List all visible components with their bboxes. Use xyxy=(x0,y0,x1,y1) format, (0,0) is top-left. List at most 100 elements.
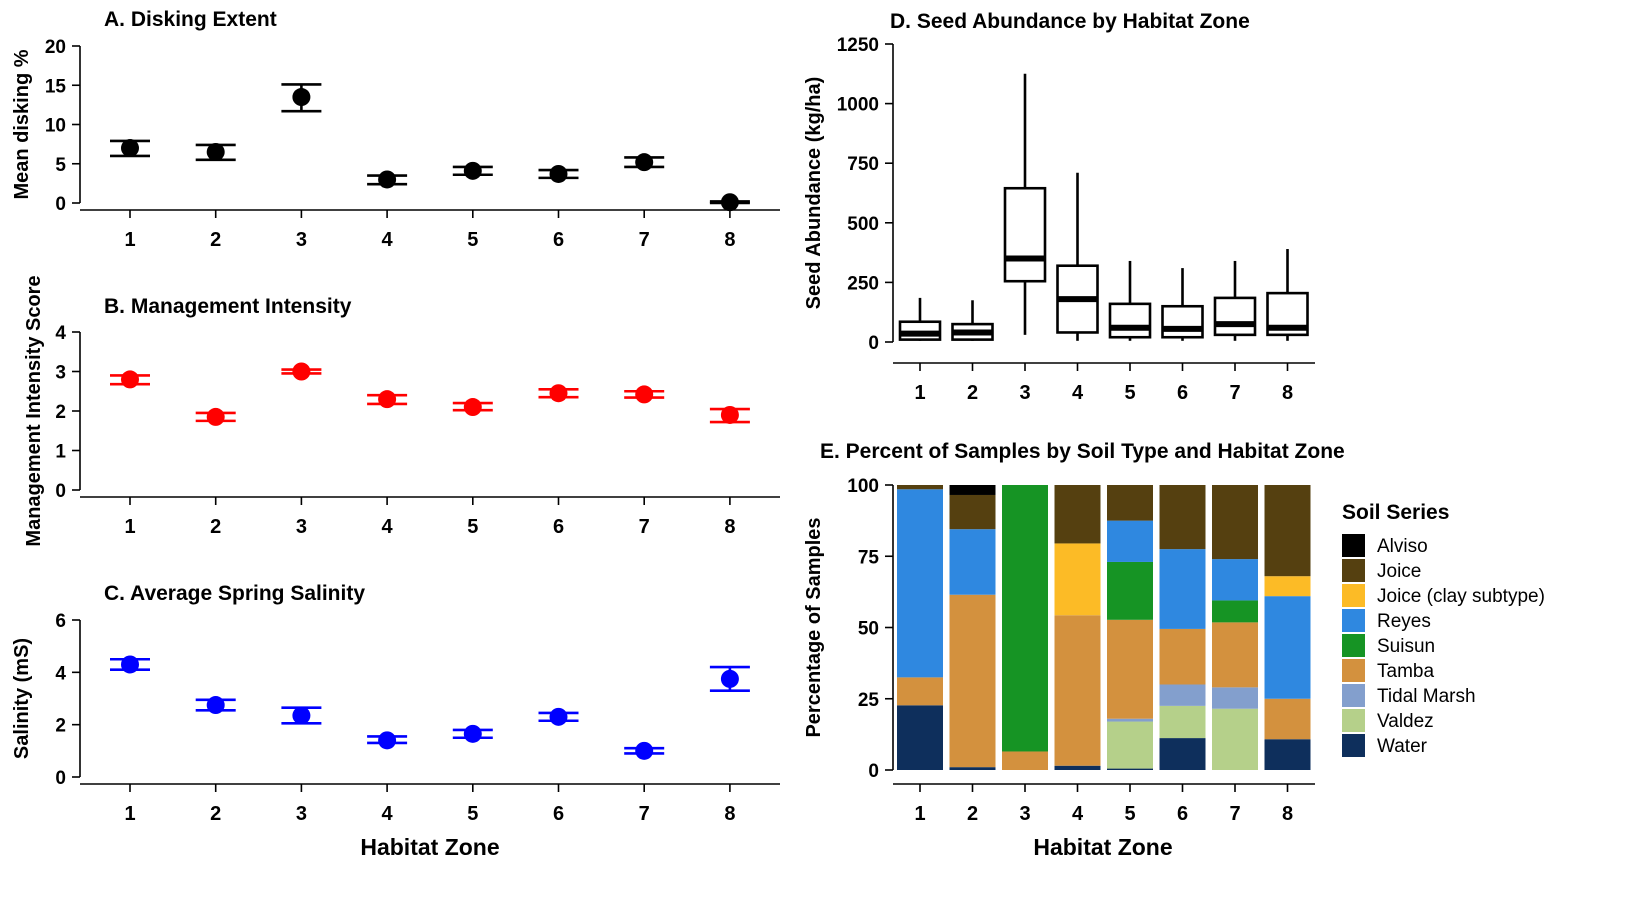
bar-segment-joice-clay-subtype- xyxy=(1264,576,1311,597)
y-tick-label: 500 xyxy=(847,214,879,235)
data-point-group xyxy=(452,161,493,180)
panel-title: A. Disking Extent xyxy=(104,8,277,31)
x-tick-label: 6 xyxy=(1177,382,1188,404)
x-tick-label: 8 xyxy=(1282,803,1293,825)
panel-title: E. Percent of Samples by Soil Type and H… xyxy=(820,440,1345,463)
panel-title: B. Management Intensity xyxy=(104,295,352,318)
data-point-group xyxy=(110,370,150,389)
y-tick-label: 0 xyxy=(55,481,66,502)
data-point xyxy=(206,696,225,715)
legend-swatch xyxy=(1342,709,1365,732)
x-tick-label: 5 xyxy=(467,803,478,825)
data-point-group xyxy=(538,384,579,403)
panel-e: E. Percent of Samples by Soil Type and H… xyxy=(803,440,1545,860)
x-tick-label: 7 xyxy=(639,229,650,251)
bar-segment-tamba xyxy=(1159,628,1206,685)
bar-segment-joice xyxy=(1212,485,1258,560)
y-tick-label: 5 xyxy=(55,155,66,176)
data-point xyxy=(720,193,739,212)
box-group xyxy=(1056,172,1099,341)
legend-item: Tidal Marsh xyxy=(1342,684,1476,707)
data-point-group xyxy=(538,707,579,726)
x-axis-title: Habitat Zone xyxy=(1033,834,1172,860)
legend-swatch xyxy=(1342,684,1365,707)
y-tick-label: 250 xyxy=(847,273,879,294)
bar-segment-tamba xyxy=(1054,615,1101,766)
data-point-group xyxy=(367,731,408,750)
y-tick-label: 1 xyxy=(55,442,66,463)
data-point xyxy=(463,398,482,417)
bar-segment-reyes xyxy=(1264,596,1311,699)
x-tick-label: 8 xyxy=(724,803,735,825)
legend-label: Tidal Marsh xyxy=(1377,686,1476,707)
data-point xyxy=(292,362,311,381)
y-tick-label: 4 xyxy=(55,323,66,344)
y-tick-label: 4 xyxy=(55,663,66,684)
panel-title: C. Average Spring Salinity xyxy=(104,582,365,605)
data-point xyxy=(720,669,739,688)
y-tick-label: 1000 xyxy=(837,95,879,116)
legend-swatch xyxy=(1342,584,1365,607)
data-point-group xyxy=(624,153,665,172)
legend-item: Valdez xyxy=(1342,709,1434,732)
data-point xyxy=(635,153,654,172)
data-point-group xyxy=(195,142,236,162)
y-tick-label: 10 xyxy=(45,116,66,137)
x-tick-label: 1 xyxy=(124,803,135,825)
bar-segment-water xyxy=(1107,768,1153,770)
legend-label: Reyes xyxy=(1377,611,1431,632)
box-group xyxy=(1003,73,1047,335)
bar-segment-tamba xyxy=(1212,622,1258,688)
data-point-group xyxy=(195,407,236,426)
y-tick-label: 100 xyxy=(847,476,879,497)
legend-swatch xyxy=(1342,659,1365,682)
x-tick-label: 6 xyxy=(1177,803,1188,825)
x-tick-label: 7 xyxy=(1229,803,1240,825)
legend-label: Valdez xyxy=(1377,711,1434,732)
x-tick-label: 3 xyxy=(1019,382,1030,404)
x-tick-label: 6 xyxy=(553,516,564,538)
bar-segment-tamba xyxy=(949,594,996,768)
legend-label: Alviso xyxy=(1377,536,1428,557)
bar-segment-water xyxy=(1264,739,1311,770)
box xyxy=(1213,296,1257,337)
legend-label: Water xyxy=(1377,736,1428,757)
data-point-group xyxy=(624,385,665,404)
bar-segment-suisun xyxy=(1212,600,1258,623)
bar-segment-tamba xyxy=(897,677,943,706)
box-group xyxy=(898,297,942,341)
legend-title: Soil Series xyxy=(1342,501,1449,524)
y-axis-title: Seed Abundance (kg/ha) xyxy=(803,77,825,310)
data-point-group xyxy=(110,655,150,674)
bar-segment-water xyxy=(949,767,996,770)
data-point-group xyxy=(281,83,322,113)
x-tick-label: 5 xyxy=(1124,382,1135,404)
bar-segment-reyes xyxy=(1107,520,1153,562)
bar-segment-reyes xyxy=(949,529,996,595)
bar-segment-joice xyxy=(1264,485,1311,577)
bar-segment-valdez xyxy=(1107,721,1153,769)
x-tick-label: 7 xyxy=(639,803,650,825)
bar-segment-water xyxy=(1159,738,1206,770)
legend-item: Reyes xyxy=(1342,609,1431,632)
x-tick-label: 8 xyxy=(724,516,735,538)
legend-label: Joice xyxy=(1377,561,1421,582)
panel-d: D. Seed Abundance by Habitat Zone 0 250 500… xyxy=(803,10,1315,404)
bar-segment-tamba xyxy=(1107,619,1153,719)
x-tick-label: 2 xyxy=(210,229,221,251)
bar-segment-valdez xyxy=(1212,708,1258,770)
bar-segment-water xyxy=(897,705,943,770)
data-point xyxy=(292,88,311,107)
y-axis-title: Mean disking % xyxy=(11,49,33,199)
data-point xyxy=(463,161,482,180)
y-tick-label: 50 xyxy=(858,619,879,640)
x-tick-label: 4 xyxy=(382,516,394,538)
data-point xyxy=(463,724,482,743)
data-point-group xyxy=(452,724,493,743)
y-tick-label: 0 xyxy=(868,333,879,354)
y-tick-label: 750 xyxy=(847,154,879,175)
y-tick-label: 6 xyxy=(55,611,66,632)
x-tick-label: 5 xyxy=(467,516,478,538)
x-tick-label: 2 xyxy=(210,516,221,538)
box-group xyxy=(1213,260,1257,341)
